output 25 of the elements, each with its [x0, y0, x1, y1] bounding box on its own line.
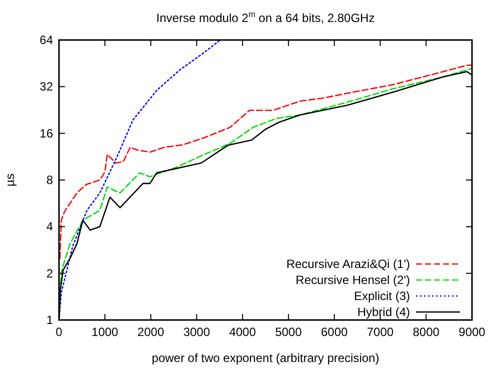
x-tick-label: 9000	[458, 325, 486, 339]
x-tick-label: 7000	[366, 325, 394, 339]
x-tick-label: 2000	[137, 325, 164, 339]
y-tick-label: 32	[40, 80, 54, 94]
x-tick-label: 4000	[229, 325, 256, 339]
y-axis-title: µs	[3, 174, 17, 186]
x-axis-title: power of two exponent (arbitrary precision)	[152, 351, 380, 365]
y-tick-label: 64	[40, 33, 54, 47]
legend-label: Hybrid (4)	[357, 305, 410, 319]
x-tick-label: 6000	[320, 325, 348, 339]
y-tick-label: 4	[46, 220, 54, 234]
y-tick-label: 2	[46, 266, 54, 280]
x-tick-label: 5000	[275, 325, 302, 339]
line-series	[59, 64, 472, 259]
x-tick-label: 8000	[412, 325, 440, 339]
chart-title: Inverse modulo 2$^{m}$ on a 64 bits, 2.80GHz	[156, 9, 375, 25]
legend-label: Recursive Arazi&Qi (1')	[286, 257, 410, 271]
y-tick-label: 8	[46, 173, 54, 187]
legend-label: Recursive Hensel (2')	[296, 273, 410, 287]
y-tick-label: 1	[46, 313, 54, 327]
y-tick-label: 16	[40, 126, 54, 140]
x-tick-label: 0	[56, 325, 63, 339]
x-tick-label: 1000	[92, 325, 119, 339]
x-tick-label: 3000	[183, 325, 210, 339]
legend-label: Explicit (3)	[354, 289, 410, 303]
